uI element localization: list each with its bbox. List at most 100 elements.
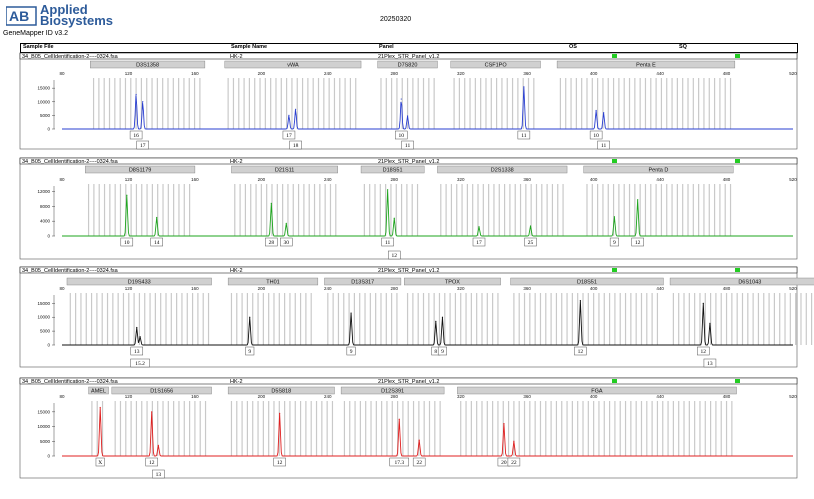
allele-call-label: 17 bbox=[140, 143, 146, 149]
peak-apex bbox=[387, 189, 389, 191]
panel-sample-name: HK-2 bbox=[230, 54, 243, 60]
peak-apex bbox=[285, 222, 287, 225]
x-tick-label: 480 bbox=[723, 177, 731, 182]
x-tick-label: 200 bbox=[258, 177, 266, 182]
trace-red bbox=[62, 407, 793, 457]
marker-label: Penta D bbox=[648, 168, 668, 174]
allele-call-label: 12 bbox=[635, 240, 641, 246]
allele-call-label: 10 bbox=[399, 133, 405, 139]
allele-call-label: X bbox=[98, 460, 102, 466]
x-tick-label: 400 bbox=[590, 286, 598, 291]
marker-label: TH01 bbox=[266, 280, 279, 286]
marker-box bbox=[457, 386, 737, 395]
panel-sample-file: 34_B05_CellIdentification-2----0324.fsa bbox=[22, 379, 119, 385]
allele-call-box bbox=[401, 140, 414, 150]
x-tick-label: 440 bbox=[656, 177, 664, 182]
allele-call-label: 22 bbox=[416, 460, 422, 466]
logo-text-applied: Applied bbox=[40, 2, 88, 17]
y-tick-label: 15000 bbox=[37, 301, 50, 306]
x-tick-label: 320 bbox=[457, 71, 465, 76]
marker-box bbox=[669, 277, 814, 286]
allele-call-box bbox=[130, 346, 144, 356]
applied-biosystems-logo: AB bbox=[6, 6, 37, 26]
marker-label: D19S433 bbox=[128, 280, 151, 286]
y-tick-label: 5000 bbox=[40, 439, 51, 444]
allele-call-box bbox=[120, 237, 134, 247]
col-os: OS bbox=[569, 44, 577, 50]
marker-box bbox=[227, 386, 335, 395]
allele-call-label: 12 bbox=[277, 460, 283, 466]
sq-quality-flag bbox=[735, 379, 740, 383]
allele-call-label: 28 bbox=[269, 240, 275, 246]
x-tick-label: 280 bbox=[391, 177, 399, 182]
x-tick-label: 360 bbox=[523, 71, 531, 76]
allele-call-box bbox=[145, 457, 158, 467]
allele-call-label: 11 bbox=[601, 143, 607, 149]
x-tick-label: 280 bbox=[391, 394, 399, 399]
marker-box bbox=[510, 277, 664, 286]
panel-title-row bbox=[19, 157, 798, 165]
peak-apex bbox=[126, 194, 128, 196]
allele-call-box bbox=[697, 346, 710, 356]
allele-call-label: 12 bbox=[392, 253, 398, 259]
peak-apex bbox=[288, 114, 290, 116]
y-tick-label: 0 bbox=[47, 454, 50, 459]
allele-call-box bbox=[136, 140, 149, 150]
panel-title-row bbox=[19, 266, 798, 274]
sq-quality-flag bbox=[735, 159, 740, 163]
marker-box bbox=[88, 386, 109, 395]
os-quality-flag bbox=[612, 379, 617, 383]
marker-box bbox=[340, 386, 445, 395]
allele-call-label: 15.2 bbox=[135, 361, 145, 367]
peak-apex bbox=[249, 316, 251, 318]
marker-box bbox=[450, 60, 541, 69]
allele-call-label: 10 bbox=[124, 240, 130, 246]
allele-call-box bbox=[437, 346, 447, 356]
allele-call-box bbox=[609, 237, 619, 247]
allele-call-label: 25 bbox=[528, 240, 534, 246]
allele-call-label: 9 bbox=[350, 349, 353, 355]
peak-apex bbox=[406, 115, 409, 117]
marker-label: D18S51 bbox=[383, 168, 403, 174]
x-tick-label: 320 bbox=[457, 394, 465, 399]
marker-label: D18S51 bbox=[577, 280, 597, 286]
allele-call-box bbox=[507, 457, 521, 467]
peak-apex bbox=[709, 322, 711, 324]
marker-label: AMEL bbox=[91, 389, 106, 395]
panel-title-row bbox=[19, 52, 798, 60]
allele-call-label: 12 bbox=[149, 460, 155, 466]
logo-text: Applied Biosystems bbox=[40, 2, 113, 27]
peak-apex bbox=[529, 225, 532, 227]
marker-label: vWA bbox=[287, 63, 299, 69]
marker-label: D7S820 bbox=[398, 63, 418, 69]
x-tick-label: 240 bbox=[324, 286, 332, 291]
peak-apex bbox=[151, 411, 153, 413]
panel-panel-name: 21Plex_STR_Panel_v1.2 bbox=[378, 159, 439, 165]
panel-sample-file: 34_B05_CellIdentification-2----0324.fsa bbox=[22, 268, 119, 274]
marker-label: D2S1338 bbox=[491, 168, 514, 174]
marker-label: FGA bbox=[591, 389, 603, 395]
panel-panel-name: 21Plex_STR_Panel_v1.2 bbox=[378, 379, 439, 385]
sq-quality-flag bbox=[735, 54, 740, 58]
y-tick-label: 8000 bbox=[40, 204, 51, 209]
peak-apex bbox=[294, 108, 297, 110]
peak-apex bbox=[400, 98, 402, 100]
allele-call-box bbox=[597, 140, 610, 150]
x-tick-label: 240 bbox=[324, 394, 332, 399]
os-quality-flag bbox=[612, 54, 617, 58]
allele-call-box bbox=[282, 130, 296, 140]
peak-apex bbox=[139, 336, 141, 338]
x-tick-label: 320 bbox=[457, 286, 465, 291]
panel-sample-file: 34_B05_CellIdentification-2----0324.fsa bbox=[22, 54, 119, 60]
marker-box bbox=[224, 60, 362, 69]
col-sq: SQ bbox=[679, 44, 687, 50]
x-tick-label: 360 bbox=[523, 177, 531, 182]
marker-label: D6S1043 bbox=[738, 280, 761, 286]
peak-apex bbox=[418, 439, 420, 441]
allele-call-box bbox=[129, 130, 143, 140]
peak-apex bbox=[595, 109, 597, 112]
trace-blue bbox=[62, 86, 793, 130]
allele-call-label: 13 bbox=[707, 361, 713, 367]
marker-label: D21S11 bbox=[275, 168, 294, 174]
allele-call-box bbox=[346, 346, 356, 356]
